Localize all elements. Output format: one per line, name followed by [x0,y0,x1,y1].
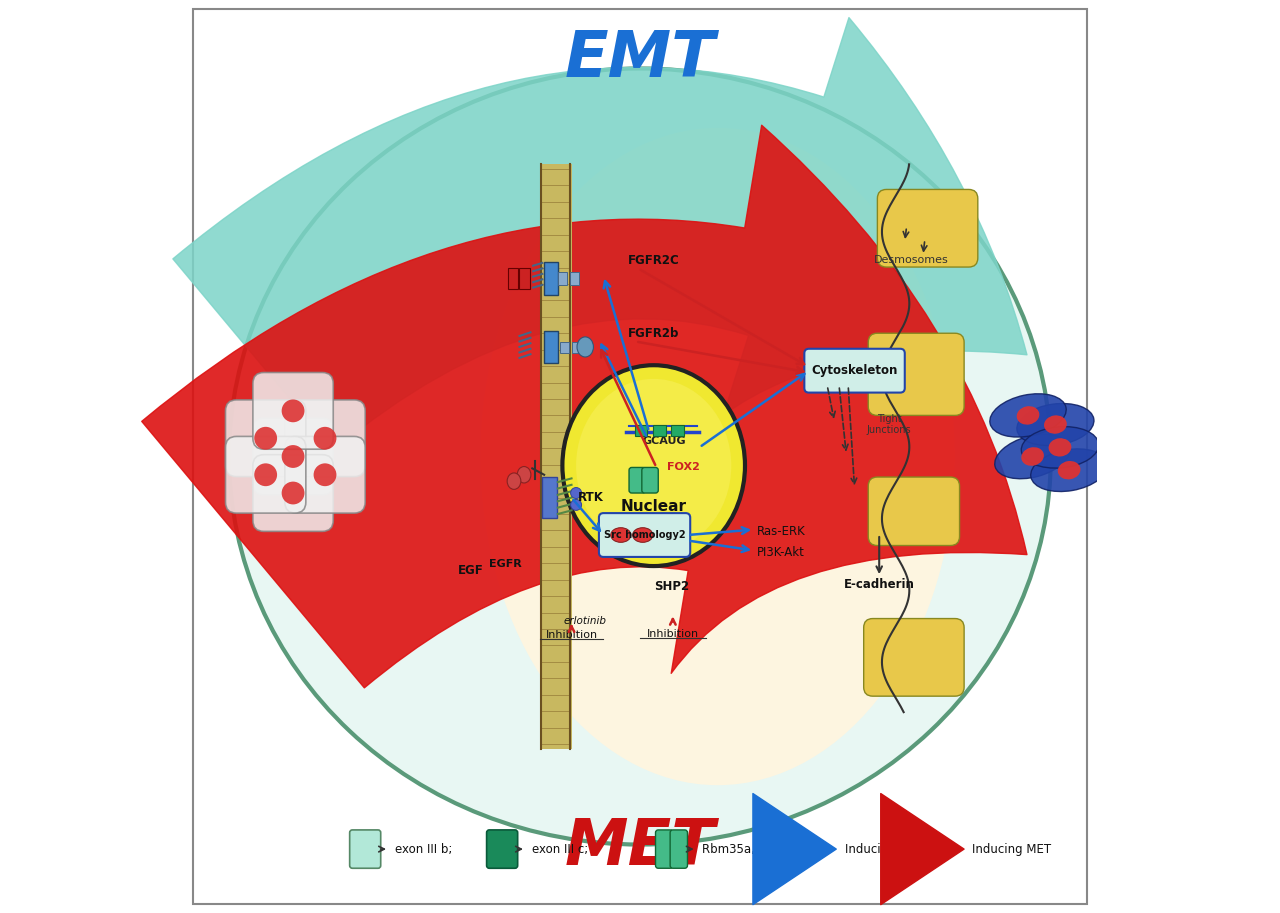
FancyBboxPatch shape [864,619,964,696]
FancyBboxPatch shape [671,830,687,868]
Text: erlotinib: erlotinib [563,616,607,625]
Ellipse shape [571,488,581,498]
Text: RTK: RTK [577,491,604,504]
FancyBboxPatch shape [253,373,333,449]
Bar [540,164,572,749]
Text: Cytoskeleton: Cytoskeleton [812,364,897,377]
FancyBboxPatch shape [641,467,658,493]
Text: Rbm35a, Rbm35b;: Rbm35a, Rbm35b; [703,843,812,855]
Ellipse shape [1021,426,1098,468]
Bar [635,425,648,436]
Text: Inhibition: Inhibition [545,630,598,639]
Ellipse shape [571,499,581,510]
Ellipse shape [229,68,1051,845]
Text: Inhibition: Inhibition [646,629,699,638]
Text: PI3K-Akt: PI3K-Akt [756,546,805,559]
Text: Desmosomes: Desmosomes [874,256,948,265]
Text: Src homology2: Src homology2 [604,530,685,540]
Bar [653,425,666,436]
Text: FOX2: FOX2 [667,463,700,472]
Ellipse shape [480,128,955,785]
Bar [558,272,567,285]
Text: EGFR: EGFR [489,560,521,569]
Text: EMT: EMT [564,28,716,90]
Ellipse shape [282,400,305,422]
Ellipse shape [1016,406,1039,425]
Ellipse shape [1016,404,1094,446]
Ellipse shape [1057,461,1080,479]
FancyBboxPatch shape [628,467,645,493]
FancyBboxPatch shape [868,333,964,415]
Text: MET: MET [564,816,716,878]
FancyBboxPatch shape [225,436,306,513]
Ellipse shape [632,528,653,542]
Bar [544,331,558,363]
Text: Inducing EMT;: Inducing EMT; [845,843,928,855]
FancyBboxPatch shape [253,455,333,531]
Text: GCAUG: GCAUG [643,436,686,446]
FancyBboxPatch shape [253,418,333,495]
FancyBboxPatch shape [285,400,365,477]
Text: FGFR2b: FGFR2b [628,327,680,340]
Bar [559,342,568,353]
Text: Nuclear: Nuclear [621,499,686,514]
Ellipse shape [517,467,531,483]
Bar [572,342,581,353]
Text: E-cadherin: E-cadherin [844,578,915,591]
Ellipse shape [562,365,745,566]
Text: SHP2: SHP2 [654,580,690,593]
Ellipse shape [576,379,731,552]
Bar [543,477,557,518]
FancyBboxPatch shape [225,400,306,477]
Ellipse shape [314,427,337,450]
Ellipse shape [255,464,276,486]
Ellipse shape [255,427,276,450]
Bar [508,268,517,289]
FancyBboxPatch shape [285,436,365,513]
Ellipse shape [1048,438,1071,456]
FancyBboxPatch shape [655,830,673,868]
Ellipse shape [577,337,594,357]
Ellipse shape [282,446,305,468]
Text: exon III b;: exon III b; [396,843,453,855]
Ellipse shape [989,394,1066,437]
Ellipse shape [1021,447,1044,466]
Bar [671,425,684,436]
Bar [520,268,530,289]
Ellipse shape [1044,415,1066,434]
Text: Tight
Junctions: Tight Junctions [867,414,911,436]
FancyBboxPatch shape [349,830,380,868]
FancyBboxPatch shape [877,190,978,268]
Bar [570,272,579,285]
Text: exon III c;: exon III c; [532,843,589,855]
Text: Inducing MET: Inducing MET [973,843,1051,855]
Ellipse shape [611,528,631,542]
Ellipse shape [282,482,305,504]
Ellipse shape [507,473,521,489]
FancyBboxPatch shape [868,477,960,546]
Bar [544,262,558,295]
Ellipse shape [314,464,337,486]
FancyBboxPatch shape [599,513,690,557]
FancyBboxPatch shape [804,349,905,393]
FancyBboxPatch shape [486,830,517,868]
Text: Ras-ERK: Ras-ERK [756,525,805,538]
Text: FGFR2C: FGFR2C [628,254,680,267]
Text: EGF: EGF [458,564,484,577]
Ellipse shape [1030,449,1107,491]
Ellipse shape [995,435,1070,478]
